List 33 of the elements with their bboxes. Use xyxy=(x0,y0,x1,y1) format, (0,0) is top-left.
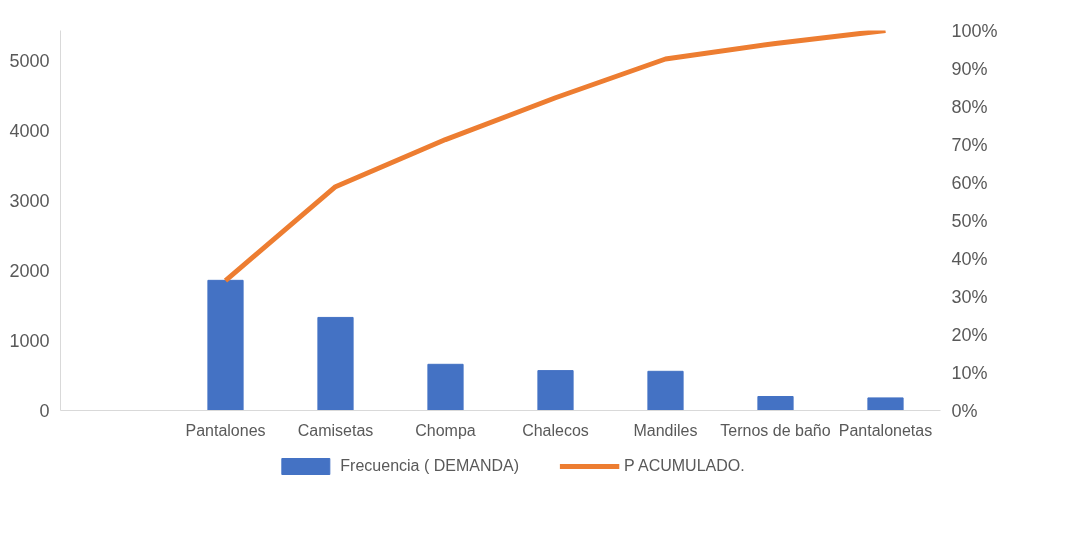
y2-tick-label: 60% xyxy=(951,172,988,193)
bar xyxy=(427,363,464,411)
y-tick-label: 1000 xyxy=(9,331,50,352)
legend-label: P ACUMULADO. xyxy=(624,457,745,475)
y2-tick-label: 50% xyxy=(951,210,988,231)
y2-tick-label: 90% xyxy=(951,58,988,79)
bar xyxy=(207,279,244,411)
x-tick-label: Camisetas xyxy=(297,421,374,439)
y2-tick-label: 30% xyxy=(951,286,988,307)
x-tick-label: Mandiles xyxy=(633,421,698,439)
legend-label: Frecuencia ( DEMANDA) xyxy=(340,457,520,475)
y-tick-label: 2000 xyxy=(9,261,50,282)
y-tick-label: 4000 xyxy=(9,121,50,142)
y2-tick-label: 20% xyxy=(951,324,988,345)
x-tick-label: Ternos de baño xyxy=(720,421,831,439)
bar xyxy=(867,397,904,411)
y2-tick-label: 40% xyxy=(951,248,988,269)
x-tick-label: Pantalonetas xyxy=(838,421,933,439)
y2-tick-label: 10% xyxy=(951,362,988,383)
bar xyxy=(757,396,794,411)
x-tick-label: Chalecos xyxy=(522,421,589,439)
y-tick-label: 0 xyxy=(39,401,50,421)
x-tick-label: Chompa xyxy=(415,421,476,439)
y2-tick-label: 0% xyxy=(951,400,978,421)
bar xyxy=(647,370,684,411)
y2-tick-label: 80% xyxy=(951,96,988,117)
x-tick-label: Pantalones xyxy=(185,421,266,439)
bar xyxy=(537,370,574,411)
y-tick-label: 3000 xyxy=(9,191,50,212)
bar xyxy=(317,316,354,411)
y2-tick-label: 70% xyxy=(951,134,988,155)
y-tick-label: 5000 xyxy=(9,51,50,72)
y2-tick-label: 100% xyxy=(951,20,998,41)
